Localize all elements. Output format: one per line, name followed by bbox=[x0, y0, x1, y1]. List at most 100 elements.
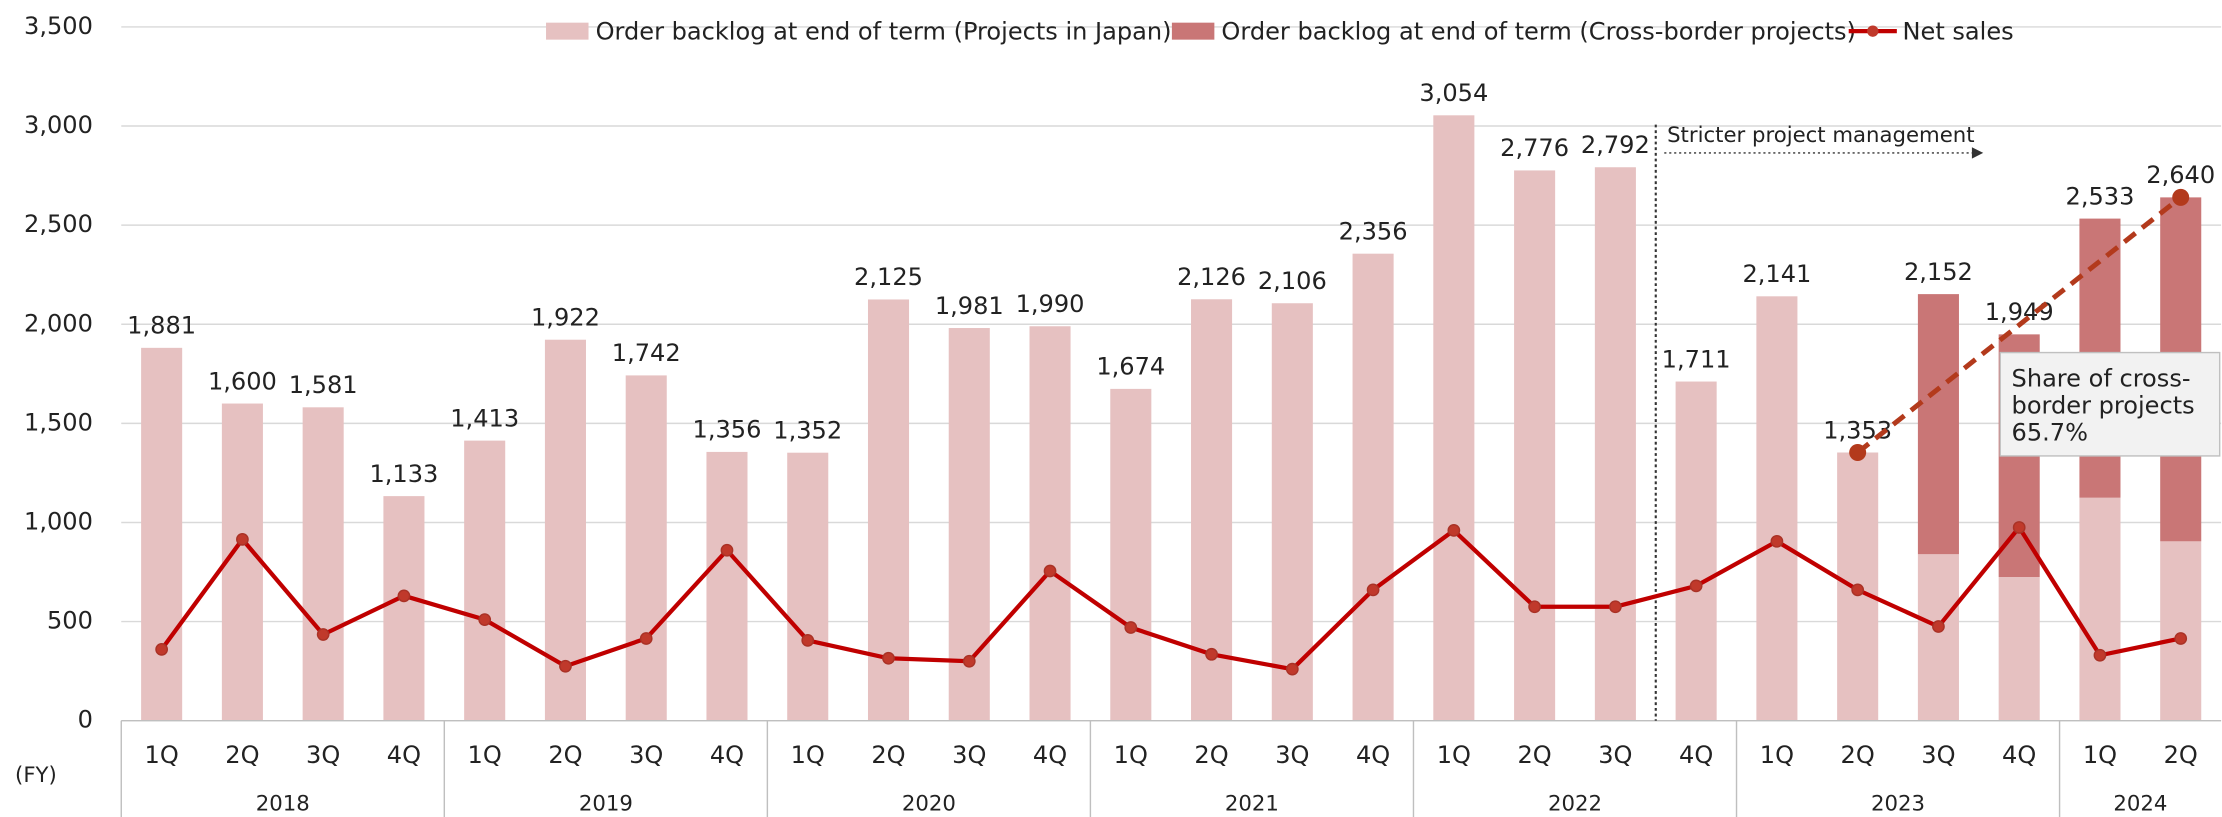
total-label: 1,742 bbox=[612, 339, 681, 367]
y-tick-label: 1,000 bbox=[24, 507, 93, 535]
bar bbox=[1433, 115, 1475, 721]
bar bbox=[1110, 388, 1152, 721]
bar bbox=[383, 496, 425, 721]
x-tick-label: 4Q bbox=[1679, 741, 1713, 769]
bar bbox=[1675, 381, 1717, 721]
total-label: 1,133 bbox=[369, 460, 438, 488]
y-tick-label: 1,500 bbox=[24, 408, 93, 436]
total-label: 2,152 bbox=[1904, 258, 1973, 286]
marker bbox=[1124, 621, 1138, 634]
total-label: 2,776 bbox=[1500, 134, 1569, 162]
bar bbox=[1029, 326, 1071, 721]
x-tick-label: 3Q bbox=[306, 741, 340, 769]
total-label: 1,353 bbox=[1823, 416, 1892, 444]
callout-text: Share of cross- bbox=[2012, 364, 2191, 392]
marker bbox=[559, 659, 572, 673]
total-label: 2,125 bbox=[854, 263, 923, 291]
marker bbox=[236, 532, 249, 546]
trend-point bbox=[1849, 444, 1867, 462]
x-tick-label: 1Q bbox=[791, 741, 825, 769]
bar bbox=[1514, 170, 1556, 721]
x-tick-label: 2Q bbox=[1517, 741, 1551, 769]
marker bbox=[1043, 564, 1057, 578]
line bbox=[159, 523, 2182, 672]
legend-swatch bbox=[1171, 22, 1215, 40]
group-label: 2020 bbox=[902, 791, 956, 816]
bar bbox=[706, 451, 748, 721]
marker bbox=[1285, 662, 1299, 676]
bar bbox=[2160, 541, 2202, 721]
total-label: 2,640 bbox=[2146, 161, 2215, 189]
x-tick-label: 4Q bbox=[2002, 741, 2036, 769]
bar bbox=[787, 452, 829, 721]
annotation-arrowhead bbox=[1971, 147, 1984, 159]
bar bbox=[1756, 296, 1798, 721]
x-tick-label: 3Q bbox=[952, 741, 986, 769]
legend-label: Order backlog at end of term (Cross-bord… bbox=[1221, 18, 1856, 46]
x-tick-label: 2Q bbox=[1194, 741, 1228, 769]
group-label: 2021 bbox=[1225, 791, 1279, 816]
legend-swatch bbox=[546, 22, 589, 40]
group-label: 2022 bbox=[1548, 791, 1602, 816]
callout-text: border projects bbox=[2012, 391, 2195, 419]
bar bbox=[1352, 253, 1394, 721]
x-tick-label: 3Q bbox=[1275, 741, 1309, 769]
x-tick-label: 2Q bbox=[225, 741, 259, 769]
x-tick-label: 2Q bbox=[871, 741, 905, 769]
marker bbox=[1205, 647, 1218, 661]
marker bbox=[1528, 600, 1541, 614]
legend-marker bbox=[1867, 25, 1879, 37]
group-label: 2019 bbox=[579, 791, 633, 816]
total-label: 1,711 bbox=[1662, 345, 1731, 373]
y-tick-label: 2,000 bbox=[24, 309, 93, 337]
trend-point bbox=[2172, 188, 2190, 206]
x-tick-label: 1Q bbox=[468, 741, 502, 769]
marker bbox=[155, 642, 169, 656]
bar bbox=[1271, 303, 1313, 721]
x-tick-label: 1Q bbox=[2083, 741, 2117, 769]
total-label: 2,533 bbox=[2066, 182, 2135, 210]
total-label: 1,922 bbox=[531, 303, 600, 331]
x-tick-label: 1Q bbox=[1114, 741, 1148, 769]
marker bbox=[1447, 524, 1461, 537]
y-tick-label: 0 bbox=[78, 706, 93, 734]
x-tick-label: 4Q bbox=[387, 741, 421, 769]
legend-label: Order backlog at end of term (Projects i… bbox=[596, 18, 1172, 46]
marker bbox=[1932, 620, 1945, 633]
bar bbox=[302, 407, 344, 721]
marker bbox=[639, 632, 653, 645]
marker bbox=[316, 628, 330, 641]
marker bbox=[1366, 583, 1380, 597]
bar bbox=[221, 403, 263, 721]
callout-box bbox=[1999, 351, 2221, 457]
bar bbox=[625, 375, 667, 721]
x-tick-label: 2Q bbox=[1841, 741, 1875, 769]
total-label: 1,949 bbox=[1985, 298, 2054, 326]
total-label: 1,356 bbox=[693, 416, 762, 444]
x-tick-label: 2Q bbox=[2164, 741, 2198, 769]
marker bbox=[1770, 534, 1784, 548]
marker bbox=[962, 654, 976, 668]
annotation: Stricter project management bbox=[1667, 123, 1974, 148]
marker bbox=[801, 634, 815, 647]
x-tick-label: 4Q bbox=[1033, 741, 1067, 769]
bar bbox=[2079, 497, 2121, 721]
group-label: 2024 bbox=[2113, 791, 2167, 816]
bar bbox=[1594, 167, 1636, 721]
total-label: 1,674 bbox=[1096, 353, 1165, 381]
bar bbox=[1917, 554, 1959, 721]
x-axis-label: (FY) bbox=[15, 763, 57, 788]
bar bbox=[464, 440, 506, 721]
legend-label: Net sales bbox=[1903, 18, 2014, 46]
marker bbox=[882, 651, 895, 665]
total-label: 1,352 bbox=[773, 416, 842, 444]
x-tick-label: 1Q bbox=[145, 741, 179, 769]
total-label: 1,990 bbox=[1016, 290, 1085, 318]
x-tick-label: 1Q bbox=[1760, 741, 1794, 769]
callout-text: 65.7% bbox=[2012, 418, 2088, 446]
marker bbox=[1609, 600, 1622, 614]
bar bbox=[141, 347, 183, 721]
y-tick-label: 500 bbox=[47, 607, 93, 635]
x-tick-label: 3Q bbox=[629, 741, 663, 769]
total-label: 1,600 bbox=[208, 367, 277, 395]
